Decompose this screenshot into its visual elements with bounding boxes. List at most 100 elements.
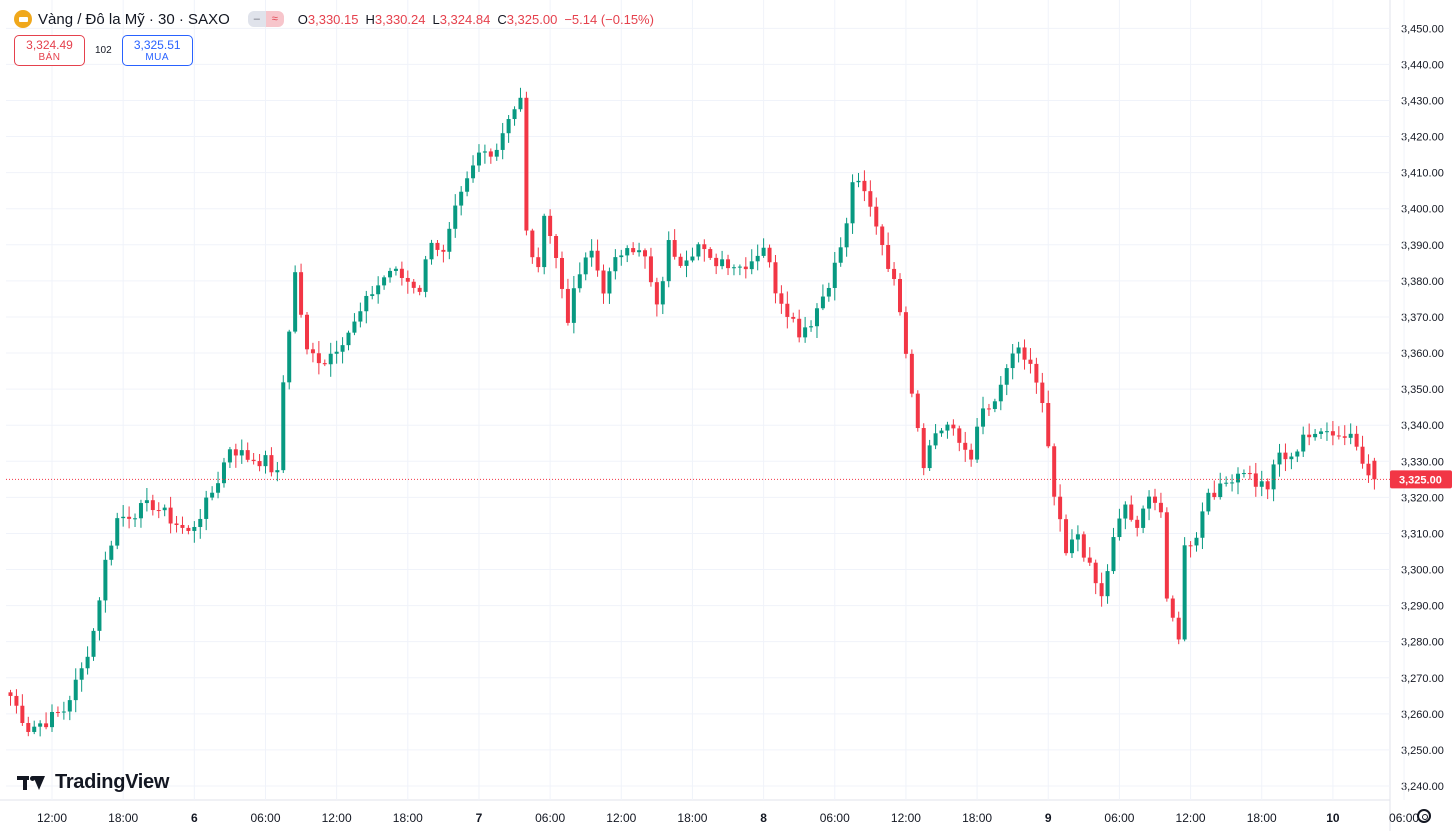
candle-body <box>44 723 49 728</box>
candle-body <box>684 260 689 266</box>
candle-body <box>577 274 582 289</box>
candle-body <box>494 149 499 157</box>
candle-body <box>216 483 221 493</box>
candle-body <box>370 294 375 296</box>
candle-body <box>933 433 938 446</box>
buy-price: 3,325.51 <box>133 37 181 52</box>
y-tick-label: 3,370.00 <box>1401 312 1444 324</box>
candle-body <box>779 293 784 304</box>
low-value: 3,324.84 <box>439 11 491 27</box>
candle-body <box>79 668 84 680</box>
candle-body <box>969 449 974 460</box>
candle-body <box>986 408 991 410</box>
candle-body <box>67 700 72 712</box>
candle-body <box>874 206 879 227</box>
candle-body <box>1218 483 1223 498</box>
candle-body <box>1289 456 1294 460</box>
tradingview-logo-icon <box>17 774 47 792</box>
y-tick-label: 3,340.00 <box>1401 420 1444 432</box>
candle-body <box>1265 481 1270 490</box>
candle-body <box>50 711 55 728</box>
candle-body <box>761 247 766 256</box>
candle-body <box>1170 598 1175 618</box>
open-label: O <box>297 11 308 27</box>
candle-body <box>352 321 357 333</box>
candle-body <box>1182 545 1187 640</box>
candle-body <box>97 600 102 631</box>
candle-body <box>488 151 493 157</box>
candle-body <box>1372 460 1377 480</box>
candle-body <box>737 266 742 268</box>
settings-icon[interactable] <box>1417 809 1431 823</box>
candle-body <box>1295 451 1300 457</box>
candle-body <box>892 268 897 279</box>
candle-body <box>720 259 725 267</box>
candle-body <box>192 526 197 531</box>
candle-body <box>316 353 321 364</box>
x-tick-label: 18:00 <box>1247 811 1277 825</box>
x-tick-label: 06:00 <box>535 811 565 825</box>
candle-body <box>109 545 114 560</box>
trade-buttons: 3,324.49 BÁN 102 3,325.51 MUA <box>14 35 193 66</box>
candle-body <box>749 261 754 270</box>
candle-body <box>797 318 802 338</box>
candle-body <box>281 382 286 471</box>
buy-button[interactable]: 3,325.51 MUA <box>121 35 193 66</box>
symbol-title[interactable]: Vàng / Đô la Mỹ · 30 · SAXO <box>38 10 230 28</box>
y-tick-label: 3,380.00 <box>1401 276 1444 288</box>
candle-body <box>536 257 541 268</box>
candle-body <box>61 711 66 713</box>
candle-body <box>1342 436 1347 438</box>
x-tick-label: 18:00 <box>677 811 707 825</box>
candle-body <box>767 247 772 263</box>
candle-body <box>1324 431 1329 433</box>
candle-body <box>198 518 203 527</box>
candle-body <box>755 255 760 262</box>
candle-body <box>1200 511 1205 538</box>
minus-icon[interactable]: – <box>247 11 266 27</box>
candle-body <box>227 449 232 463</box>
tradingview-logo[interactable]: TradingView <box>17 771 169 794</box>
x-tick-label: 18:00 <box>108 811 138 825</box>
candle-body <box>1135 519 1140 528</box>
approx-icon[interactable]: ≈ <box>265 11 284 27</box>
candle-body <box>435 242 440 250</box>
candle-body <box>785 303 790 317</box>
candle-body <box>1099 583 1104 597</box>
candle-body <box>91 630 96 657</box>
candle-body <box>773 262 778 294</box>
candle-body <box>1064 519 1069 554</box>
candle-body <box>1253 473 1258 487</box>
candle-body <box>998 384 1003 402</box>
candle-body <box>305 314 309 350</box>
candle-body <box>915 393 920 429</box>
current-price-badge <box>1390 470 1452 489</box>
candle-body <box>376 285 381 295</box>
y-tick-label: 3,450.00 <box>1401 23 1444 35</box>
candle-body <box>542 215 547 268</box>
candle-body <box>1176 617 1181 640</box>
candle-body <box>654 282 659 305</box>
candle-body <box>138 503 143 519</box>
candle-body <box>382 277 387 286</box>
candle-body <box>1117 518 1122 538</box>
candle-body <box>204 497 209 519</box>
candle-body <box>1224 482 1229 484</box>
candle-body <box>1301 434 1306 452</box>
candle-body <box>975 426 980 460</box>
chart-toggle[interactable]: – ≈ <box>247 11 284 27</box>
candle-body <box>1313 433 1318 438</box>
change-value: −5.14 (−0.15%) <box>564 11 654 27</box>
symbol-header: Vàng / Đô la Mỹ · 30 · SAXO – ≈ O3,330.1… <box>14 8 654 30</box>
candle-body <box>1058 496 1063 520</box>
candle-body <box>625 248 630 256</box>
candle-body <box>482 151 487 153</box>
y-tick-label: 3,270.00 <box>1401 673 1444 685</box>
sell-button[interactable]: 3,324.49 BÁN <box>14 35 85 66</box>
x-tick-label: 12:00 <box>37 811 67 825</box>
candle-body <box>992 401 997 409</box>
candle-body <box>388 270 393 278</box>
candle-body <box>714 257 719 267</box>
candle-body <box>1360 446 1365 464</box>
